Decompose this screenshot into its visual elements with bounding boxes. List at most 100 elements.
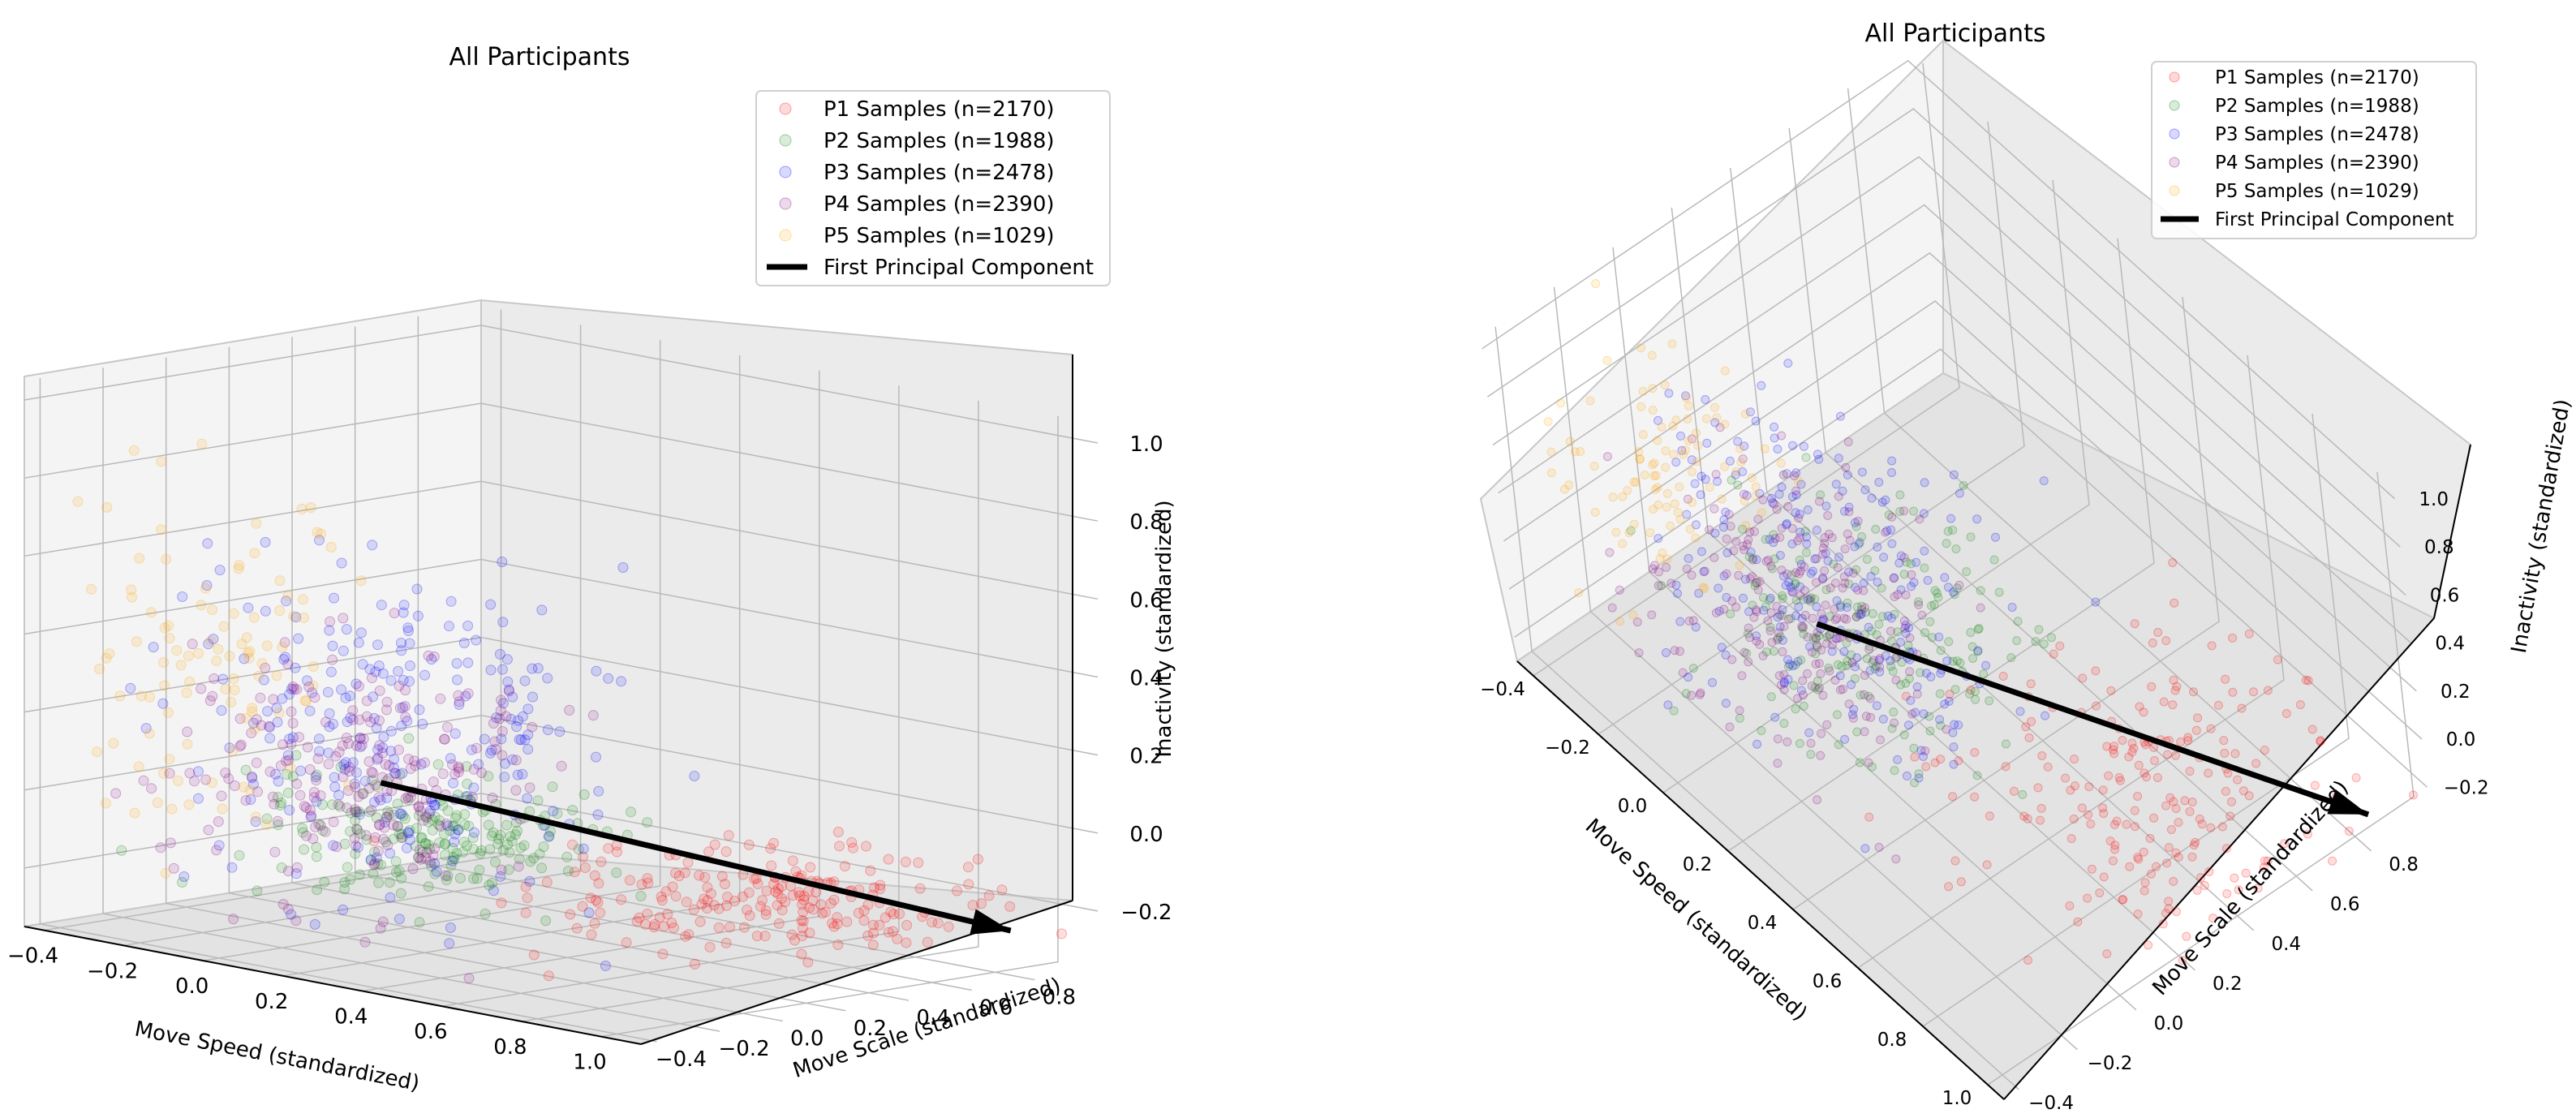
chart-1-grid-x-5 [441,385,900,1007]
chart-2-point-p3 [1867,493,1877,503]
chart-2-point-p3 [1697,471,1706,481]
chart-2-point-p2 [1884,510,1894,520]
chart-1-point-p2 [420,838,432,849]
chart-1-point-p2 [432,759,444,770]
chart-1-point-p4 [351,823,363,835]
chart-2-point-p1 [2133,792,2143,801]
chart-1-point-p2 [454,872,466,884]
chart-1-point-p4 [354,714,365,725]
chart-1-point-p4 [347,714,359,725]
chart-2-point-p4 [1794,514,1804,523]
chart-2-point-p4 [1772,505,1782,514]
chart-1-point-p3 [507,754,518,765]
chart-2-point-p4 [1817,608,1826,618]
chart-1-point-p2 [373,877,385,888]
chart-2-point-p2 [1669,706,1679,716]
chart-2-point-p3 [1943,583,1953,592]
chart-1-point-p4 [327,654,338,665]
chart-1-point-p3 [290,612,302,623]
chart-2-point-p1 [2171,848,2181,858]
chart-2-point-p3 [1973,646,1983,656]
chart-2-point-p2 [1851,612,1861,621]
chart-2-point-p5 [1698,583,1708,592]
chart-2-point-p2 [1973,647,1983,656]
chart-2-point-p5 [1671,415,1681,425]
chart-2-point-p1 [2149,742,2159,752]
chart-2-point-p4 [1731,602,1741,612]
chart-2-point-p1 [2023,956,2032,965]
chart-2-point-p4 [1688,616,1698,626]
chart-1-point-p3 [389,754,400,765]
chart-2-point-p3 [1860,485,1870,495]
chart-2-point-p4 [1818,544,1828,553]
chart-2-point-p1 [2073,917,2083,927]
chart-1-point-p2 [635,891,647,901]
chart-2-point-p3 [1783,359,1793,368]
chart-1-ticks: −0.4−0.20.00.20.40.60.81.0 −0.4 −0.2 0.0 0.2… [7,432,1172,1075]
chart-2-point-p2 [1867,762,1877,772]
chart-2-point-p1 [2219,736,2229,746]
chart-2-point-p1 [2109,745,2118,755]
chart-2-point-p2 [1847,650,1856,660]
chart-1-point-p3 [355,627,367,639]
chart-1-point-p5 [243,647,253,659]
chart-1-point-p5 [94,664,105,674]
chart-2-point-p2 [1824,663,1834,673]
chart-1-point-p1 [670,891,682,902]
chart-2-point-p5 [1618,539,1627,548]
chart-1-point-p3 [449,828,461,840]
chart-2-point-p2 [1930,586,1940,596]
chart-2-point-p3 [1757,381,1766,390]
chart-1-point-p3 [451,658,462,669]
chart-1-point-p2 [388,809,399,820]
chart-1-point-p4 [216,790,227,802]
chart-2-point-p5 [1750,491,1760,501]
chart-1-point-p5 [196,600,207,611]
chart-2-point-p1 [2118,895,2128,905]
chart-1-point-p1 [883,927,894,938]
chart-2-point-p3 [1949,742,1959,752]
chart-2-point-p1 [2164,904,2174,914]
chart-2-point-p2 [1966,532,1976,542]
chart-2-point-p4 [1795,533,1804,543]
chart-2-point-p1 [2222,889,2232,899]
chart-1-point-p2 [544,826,556,837]
chart-2-point-p3 [1950,720,1959,729]
chart-1-point-p3 [505,713,517,725]
chart-2-point-p1 [2139,886,2149,896]
chart-1-point-p1 [660,886,672,897]
chart-2-point-p5 [1692,428,1701,438]
chart-1-point-p4 [453,767,464,777]
chart-2-point-p3 [1875,667,1885,677]
chart-2-point-p3 [1793,656,1803,666]
chart-2-point-p5 [1657,422,1666,432]
chart-1-point-p2 [402,793,414,805]
chart-2-point-p1 [2191,837,2200,847]
chart-1-point-p3 [329,592,339,604]
chart-2-point-p1 [2171,804,2181,814]
chart-2-point-p4 [1715,423,1725,432]
chart-1-point-p5 [196,438,208,449]
chart-1-point-p2 [234,849,245,861]
chart-2-point-p1 [2223,768,2233,778]
chart-2-point-p4 [1727,596,1737,606]
chart-2-point-p2 [1916,668,1925,677]
chart-2-point-p4 [1815,497,1824,506]
chart-1-point-p2 [388,833,399,845]
chart-2-point-p3 [1855,538,1864,548]
chart-2-point-p4 [1816,669,1826,678]
chart-1-point-p4 [138,775,149,786]
chart-1-point-p1 [963,879,974,890]
chart-1-series-p4 [110,608,599,984]
chart-1-point-p2 [563,866,574,877]
chart-2-point-p5 [1688,497,1697,507]
chart-1-point-p4 [374,740,385,751]
chart-2-point-p4 [1745,527,1755,537]
chart-2-point-p1 [2148,639,2157,647]
chart-1-legend-marker-p1 [779,102,792,115]
chart-2-point-p2 [1801,453,1811,462]
chart-2-point-p2 [1936,646,1946,656]
chart-1-point-p2 [290,750,302,761]
chart-2-point-p3 [1782,520,1791,530]
chart-1-point-p5 [285,763,296,773]
